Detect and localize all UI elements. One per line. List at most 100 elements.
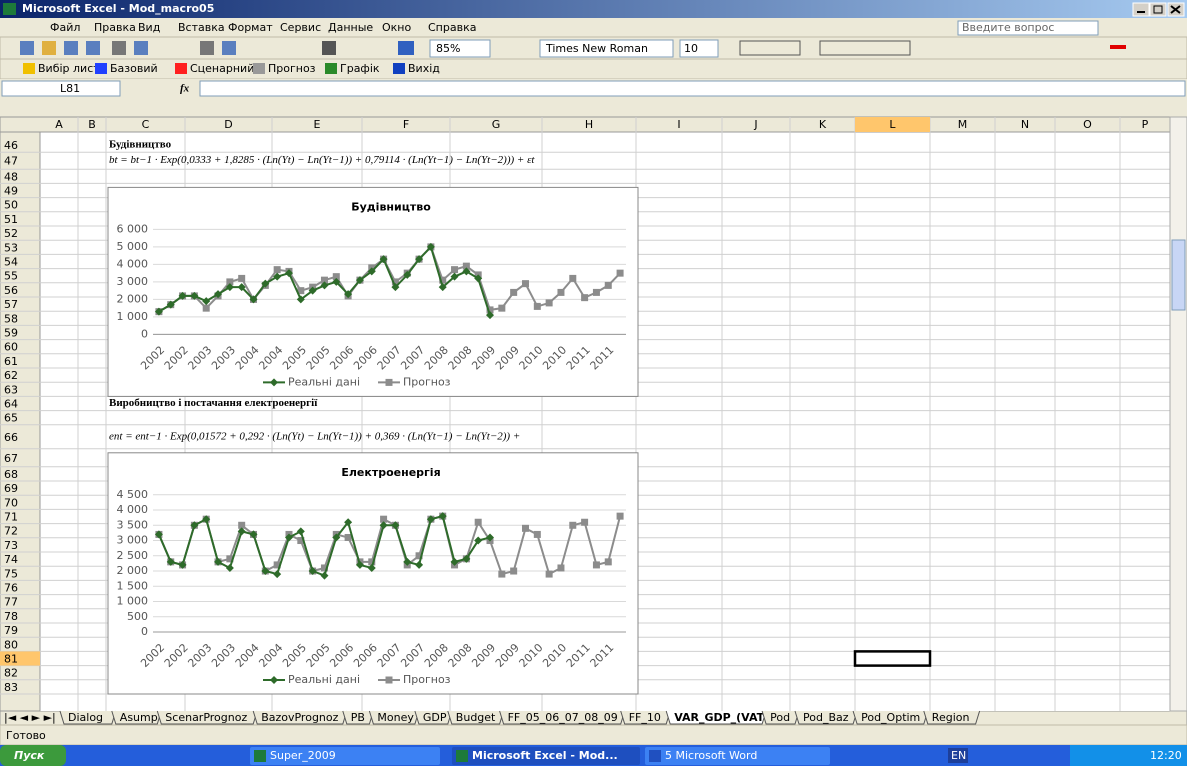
row-header[interactable]: 82: [4, 667, 18, 680]
sheet-tab-label[interactable]: Pod: [770, 711, 790, 724]
selected-cell[interactable]: [853, 650, 932, 667]
toolbar2-item[interactable]: Вибір листа: [38, 62, 106, 75]
formula-input[interactable]: [199, 80, 1186, 97]
column-header[interactable]: D: [224, 118, 232, 131]
toolbar2-icon[interactable]: [23, 63, 35, 74]
menu-item[interactable]: Правка: [94, 21, 136, 34]
row-header[interactable]: 78: [4, 610, 18, 623]
sheet-tab-label[interactable]: Money: [377, 711, 414, 724]
row-header[interactable]: 55: [4, 270, 18, 283]
tab-nav[interactable]: |◄ ◄ ► ►|: [4, 711, 56, 724]
row-header[interactable]: 67: [4, 452, 18, 465]
menu-item[interactable]: Данные: [328, 21, 373, 34]
row-header[interactable]: 75: [4, 567, 18, 580]
column-header[interactable]: L: [889, 118, 896, 131]
taskbar-button[interactable]: [452, 747, 640, 765]
sheet-tab-label[interactable]: ScenarPrognoz: [165, 711, 247, 724]
column-header[interactable]: A: [55, 118, 63, 131]
column-header[interactable]: E: [314, 118, 321, 131]
row-header[interactable]: 80: [4, 638, 18, 651]
toolbar2-item[interactable]: Сценарний: [190, 62, 254, 75]
row-header[interactable]: 50: [4, 199, 18, 212]
row-header[interactable]: 59: [4, 327, 18, 340]
taskbar-button[interactable]: [645, 747, 830, 765]
start-button[interactable]: [0, 745, 66, 766]
toolbar2-item[interactable]: Графік: [340, 62, 380, 75]
sheet-tab-label[interactable]: Pod_Optim: [861, 711, 920, 724]
question-box[interactable]: [957, 20, 1099, 36]
toolbar2-icon[interactable]: [95, 63, 107, 74]
sheet-tab-label[interactable]: Asump: [120, 711, 158, 724]
sheet-tab-label[interactable]: FF_05_06_07_08_09: [508, 711, 618, 724]
row-header[interactable]: 62: [4, 369, 18, 382]
row-header[interactable]: 51: [4, 213, 18, 226]
row-header[interactable]: 46: [4, 139, 18, 152]
row-header[interactable]: 83: [4, 681, 18, 694]
menu-item[interactable]: Формат: [228, 21, 273, 34]
row-header[interactable]: 74: [4, 553, 18, 566]
row-header[interactable]: 56: [4, 284, 18, 297]
column-header[interactable]: F: [403, 118, 409, 131]
sheet-tab-label[interactable]: Budget: [456, 711, 496, 724]
toolbar2-item[interactable]: Прогноз: [268, 62, 316, 75]
sheet-tab-label[interactable]: FF_10: [629, 711, 661, 724]
sheet-tab-label[interactable]: Pod_Baz: [803, 711, 849, 724]
column-header[interactable]: K: [819, 118, 827, 131]
column-header[interactable]: P: [1142, 118, 1149, 131]
row-header[interactable]: 65: [4, 412, 18, 425]
row-header[interactable]: 49: [4, 185, 18, 198]
column-header[interactable]: N: [1021, 118, 1029, 131]
name-box[interactable]: [1, 80, 121, 97]
font-box[interactable]: [539, 39, 674, 58]
sheet-tab-label[interactable]: PB: [351, 711, 365, 724]
column-header[interactable]: B: [88, 118, 96, 131]
toolbar2-item[interactable]: Вихід: [408, 62, 440, 75]
menu-item[interactable]: Справка: [428, 21, 476, 34]
column-header[interactable]: G: [492, 118, 501, 131]
toolbar2-icon[interactable]: [325, 63, 337, 74]
row-header[interactable]: 52: [4, 227, 18, 240]
column-header[interactable]: M: [958, 118, 968, 131]
menu-item[interactable]: Окно: [382, 21, 411, 34]
column-header[interactable]: J: [753, 118, 757, 131]
menu-item[interactable]: Файл: [50, 21, 80, 34]
row-header[interactable]: 79: [4, 624, 18, 637]
row-header[interactable]: 53: [4, 241, 18, 254]
row-header[interactable]: 81: [4, 653, 18, 666]
scroll-thumb[interactable]: [1171, 239, 1186, 311]
column-header[interactable]: I: [677, 118, 680, 131]
size-box[interactable]: [679, 39, 719, 58]
menu-item[interactable]: Вставка: [178, 21, 225, 34]
row-header[interactable]: 68: [4, 468, 18, 481]
menu-item[interactable]: Сервис: [280, 21, 321, 34]
toolbar2-icon[interactable]: [253, 63, 265, 74]
row-header[interactable]: 66: [4, 431, 18, 444]
row-header[interactable]: 73: [4, 539, 18, 552]
row-header[interactable]: 61: [4, 355, 18, 368]
row-header[interactable]: 71: [4, 511, 18, 524]
window-buttons[interactable]: [1132, 2, 1185, 17]
taskbar-button[interactable]: [250, 747, 440, 765]
scrollbar[interactable]: [1169, 116, 1187, 712]
row-header[interactable]: 54: [4, 256, 18, 269]
row-header[interactable]: 47: [4, 155, 18, 168]
toolbar-icons[interactable]: [20, 40, 1126, 56]
row-header[interactable]: 76: [4, 582, 18, 595]
sheet-tab-label[interactable]: Dialog: [68, 711, 103, 724]
toolbar2-icon[interactable]: [393, 63, 405, 74]
row-header[interactable]: 63: [4, 383, 18, 396]
row-header[interactable]: 57: [4, 298, 18, 311]
column-header[interactable]: C: [142, 118, 150, 131]
row-header[interactable]: 48: [4, 170, 18, 183]
toolbar2-item[interactable]: Базовий: [110, 62, 158, 75]
zoom-box[interactable]: [429, 39, 491, 58]
row-header[interactable]: 64: [4, 398, 18, 411]
toolbar2-icon[interactable]: [175, 63, 187, 74]
sheet-tab-label[interactable]: Region: [932, 711, 970, 724]
row-header[interactable]: 69: [4, 482, 18, 495]
sheet-tab-label[interactable]: GDP: [423, 711, 447, 724]
row-header[interactable]: 72: [4, 525, 18, 538]
sheet-tab-label[interactable]: VAR_GDP_(VAT): [674, 711, 769, 724]
row-header[interactable]: 77: [4, 596, 18, 609]
sheet-tab-label[interactable]: BazovPrognoz: [261, 711, 338, 724]
